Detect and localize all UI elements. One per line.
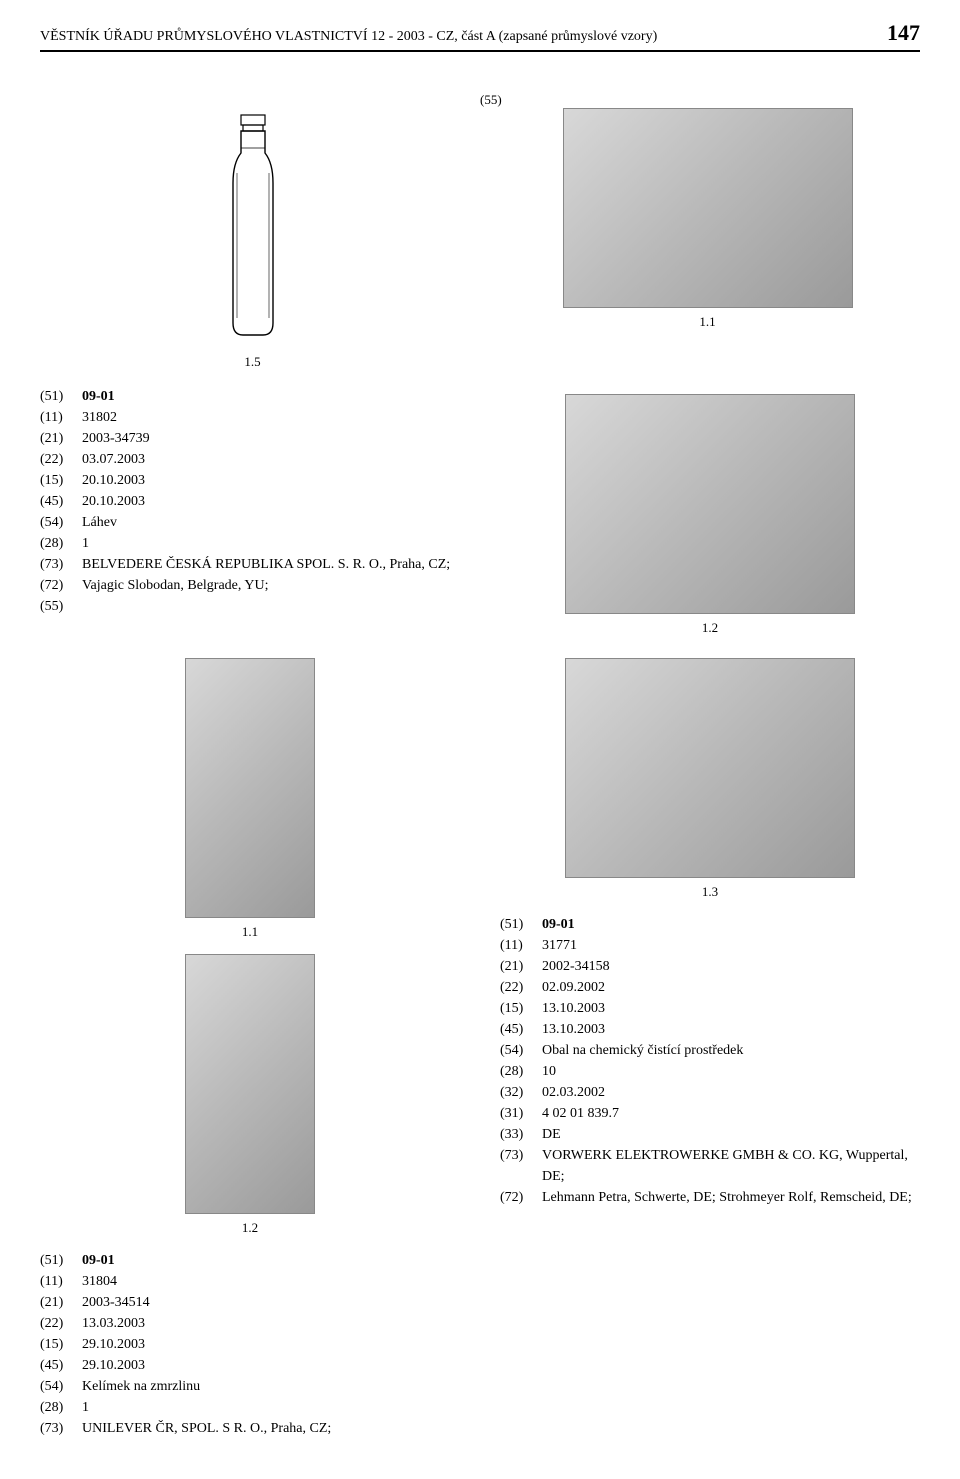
e2-code-11: (11) [500, 935, 542, 956]
fig-label-bottle-1-1: 1.1 [242, 924, 258, 940]
e2-code-22: (22) [500, 977, 542, 998]
entry3-right-empty [500, 1250, 920, 1439]
e3-code-11: (11) [40, 1271, 82, 1292]
e3-code-15: (15) [40, 1334, 82, 1355]
entry3-f51: 09-01 [82, 1250, 460, 1271]
entry1-f21: 2003-34739 [82, 428, 460, 449]
entry2-f73: VORWERK ELEKTROWERKE GMBH & CO. KG, Wupp… [542, 1145, 920, 1187]
entry2-f31: 4 02 01 839.7 [542, 1103, 920, 1124]
entry2-f21: 2002-34158 [542, 956, 920, 977]
code-21: (21) [40, 428, 82, 449]
e2-code-45: (45) [500, 1019, 542, 1040]
ice-cream-tub-image-2 [565, 658, 855, 878]
page-header: VĚSTNÍK ÚŘADU PRŮMYSLOVÉHO VLASTNICTVÍ 1… [40, 20, 920, 52]
entry1-f73: BELVEDERE ČESKÁ REPUBLIKA SPOL. S. R. O.… [82, 554, 460, 575]
entry2-f51: 09-01 [542, 914, 920, 935]
entry-2: (51)09-01 (11)31771 (21)2002-34158 (22)0… [500, 914, 920, 1208]
code-11: (11) [40, 407, 82, 428]
e3-code-45: (45) [40, 1355, 82, 1376]
entry-3: (51)09-01 (11)31804 (21)2003-34514 (22)1… [40, 1250, 460, 1439]
e3-code-73: (73) [40, 1418, 82, 1439]
code-15: (15) [40, 470, 82, 491]
entry2-f11: 31771 [542, 935, 920, 956]
fig-label-tub-1-3: 1.3 [702, 884, 718, 900]
e2-code-51: (51) [500, 914, 542, 935]
ice-cream-tub-image-1 [565, 394, 855, 614]
code-22: (22) [40, 449, 82, 470]
e3-code-21: (21) [40, 1292, 82, 1313]
entry3-f45: 29.10.2003 [82, 1355, 460, 1376]
entry2-f15: 13.10.2003 [542, 998, 920, 1019]
entry2-f33: DE [542, 1124, 920, 1145]
entry1-f55: (55) [40, 596, 82, 617]
entry1-f72: Vajagic Slobodan, Belgrade, YU; [82, 575, 460, 596]
entry1-f22: 03.07.2003 [82, 449, 460, 470]
top-figure-code: (55) [480, 92, 920, 108]
row-bottles-and-right: 1.1 1.2 1.3 (51)09-01 (11)31771 (21)2002… [40, 650, 920, 1250]
entry3-f22: 13.03.2003 [82, 1313, 460, 1334]
vodka-bottle-photo-1 [185, 658, 315, 918]
entry3-f21: 2003-34514 [82, 1292, 460, 1313]
code-28: (28) [40, 533, 82, 554]
top-figure-row: 1.5 1.1 [40, 108, 920, 376]
code-73: (73) [40, 554, 82, 575]
entry2-f28: 10 [542, 1061, 920, 1082]
fig-label-bottle-1-2: 1.2 [242, 1220, 258, 1236]
entry1-f51: 09-01 [82, 386, 460, 407]
top-left-bottle-block: 1.5 [40, 108, 465, 376]
header-page-number: 147 [887, 20, 920, 46]
entry3-f15: 29.10.2003 [82, 1334, 460, 1355]
e2-code-15: (15) [500, 998, 542, 1019]
e2-code-28: (28) [500, 1061, 542, 1082]
entry1-f11: 31802 [82, 407, 460, 428]
tub1-block: 1.2 [500, 386, 920, 650]
e3-code-22: (22) [40, 1313, 82, 1334]
ice-cream-lid-image [563, 108, 853, 308]
entry2-f54: Obal na chemický čistící prostředek [542, 1040, 920, 1061]
e2-code-33: (33) [500, 1124, 542, 1145]
entry2-f22: 02.09.2002 [542, 977, 920, 998]
entry1-f45: 20.10.2003 [82, 491, 460, 512]
fig-label-1-5: 1.5 [244, 354, 260, 370]
e2-code-31: (31) [500, 1103, 542, 1124]
entry3-f11: 31804 [82, 1271, 460, 1292]
left-bottle-photos: 1.1 1.2 [40, 650, 460, 1250]
e2-code-73: (73) [500, 1145, 542, 1187]
right-tub2-entry2: 1.3 (51)09-01 (11)31771 (21)2002-34158 (… [500, 650, 920, 1250]
row-entry1-tub1: (51)09-01 (11)31802 (21)2003-34739 (22)0… [40, 386, 920, 650]
code-72: (72) [40, 575, 82, 596]
fig-label-tub-1-2: 1.2 [702, 620, 718, 636]
entry3-f73: UNILEVER ČR, SPOL. S R. O., Praha, CZ; [82, 1418, 460, 1439]
entry2-f45: 13.10.2003 [542, 1019, 920, 1040]
code-45: (45) [40, 491, 82, 512]
vodka-bottle-photo-2 [185, 954, 315, 1214]
fig-label-1-1: 1.1 [699, 314, 715, 330]
code-54: (54) [40, 512, 82, 533]
e3-code-28: (28) [40, 1397, 82, 1418]
top-right-lid-block: 1.1 [495, 108, 920, 376]
entry1-f15: 20.10.2003 [82, 470, 460, 491]
header-title: VĚSTNÍK ÚŘADU PRŮMYSLOVÉHO VLASTNICTVÍ 1… [40, 29, 657, 45]
e3-code-51: (51) [40, 1250, 82, 1271]
entry1-f54: Láhev [82, 512, 460, 533]
row-entry3: (51)09-01 (11)31804 (21)2003-34514 (22)1… [40, 1250, 920, 1439]
e2-code-72: (72) [500, 1187, 542, 1208]
entry3-f28: 1 [82, 1397, 460, 1418]
entry2-f32: 02.03.2002 [542, 1082, 920, 1103]
entry1-f28: 1 [82, 533, 460, 554]
e2-code-32: (32) [500, 1082, 542, 1103]
bottle-line-drawing [203, 108, 303, 348]
e2-code-21: (21) [500, 956, 542, 977]
entry2-f72: Lehmann Petra, Schwerte, DE; Strohmeyer … [542, 1187, 920, 1208]
entry-1: (51)09-01 (11)31802 (21)2003-34739 (22)0… [40, 386, 460, 650]
e2-code-54: (54) [500, 1040, 542, 1061]
code-51: (51) [40, 386, 82, 407]
